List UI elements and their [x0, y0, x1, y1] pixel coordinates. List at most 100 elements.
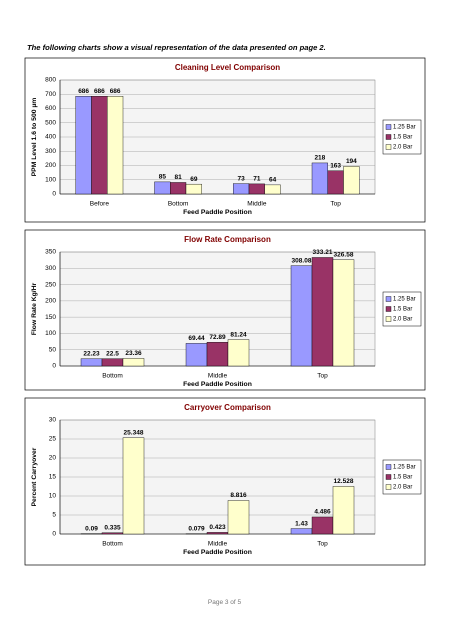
y-tick-label: 700: [45, 91, 56, 98]
bar: [248, 183, 265, 195]
value-label: 69: [190, 176, 198, 183]
value-label: 64: [269, 177, 277, 184]
bar: [290, 265, 313, 367]
y-axis-label: Percent Carryover: [31, 447, 38, 506]
value-label: 686: [110, 88, 121, 95]
value-label: 25.348: [124, 429, 144, 436]
bar: [332, 486, 355, 535]
value-label: 308.08: [292, 257, 312, 264]
bar: [227, 500, 250, 535]
y-tick-label: 25: [49, 436, 57, 443]
value-label: 85: [159, 174, 167, 181]
value-label: 22.5: [106, 350, 119, 357]
bar: [311, 162, 328, 195]
y-tick-label: 30: [49, 417, 57, 424]
y-tick-label: 200: [45, 162, 56, 169]
value-label: 22.23: [83, 350, 100, 357]
bar: [185, 183, 202, 195]
bar: [154, 181, 171, 195]
value-label: 81.24: [230, 331, 247, 338]
value-label: 81: [175, 174, 183, 181]
y-tick-label: 5: [52, 512, 56, 519]
bar: [332, 259, 355, 367]
bar: [206, 342, 229, 367]
value-label: 0.335: [104, 524, 121, 531]
bar: [101, 358, 124, 367]
value-label: 163: [330, 162, 341, 169]
bar: [227, 339, 250, 367]
bar: [101, 532, 124, 535]
bar: [170, 182, 187, 195]
value-label: 194: [346, 158, 357, 165]
value-label: 326.58: [334, 251, 354, 258]
bar: [264, 184, 281, 195]
value-label: 333.21: [313, 249, 333, 256]
legend-swatch: [385, 464, 392, 470]
y-tick-label: 15: [49, 474, 57, 481]
x-tick-label: Bottom: [102, 541, 123, 548]
chart-title: Carryover Comparison: [184, 403, 271, 412]
value-label: 686: [94, 88, 105, 95]
x-tick-label: Top: [330, 201, 341, 208]
value-label: 73: [238, 175, 246, 182]
bar: [75, 96, 92, 195]
value-label: 12.528: [334, 478, 354, 485]
legend-label: 1.5 Bar: [393, 135, 412, 141]
y-tick-label: 0: [52, 531, 56, 538]
legend-label: 2.0 Bar: [393, 145, 412, 151]
legend-swatch: [385, 134, 392, 140]
y-tick-label: 300: [45, 265, 56, 272]
legend-label: 1.25 Bar: [393, 297, 416, 303]
chart-title: Cleaning Level Comparison: [175, 63, 280, 72]
y-tick-label: 100: [45, 330, 56, 337]
value-label: 71: [253, 176, 261, 183]
value-label: 4.486: [314, 509, 331, 516]
x-axis-label: Feed Paddle Position: [183, 209, 252, 216]
value-label: 69.44: [188, 335, 205, 342]
bar: [107, 96, 124, 195]
x-tick-label: Middle: [208, 373, 228, 380]
x-tick-label: Middle: [247, 201, 267, 208]
y-tick-label: 400: [45, 134, 56, 141]
bar: [233, 183, 250, 195]
y-tick-label: 200: [45, 298, 56, 305]
y-tick-label: 10: [49, 493, 57, 500]
y-tick-label: 500: [45, 119, 56, 126]
y-tick-label: 350: [45, 249, 56, 256]
y-tick-label: 300: [45, 148, 56, 155]
value-label: 0.09: [85, 525, 98, 532]
legend-swatch: [385, 296, 392, 302]
x-tick-label: Top: [317, 541, 328, 548]
y-axis-label: Flow Rate Kg/Hr: [31, 282, 38, 335]
y-tick-label: 0: [52, 191, 56, 198]
legend-label: 2.0 Bar: [393, 317, 412, 323]
value-label: 0.423: [209, 524, 226, 531]
value-label: 23.36: [125, 350, 142, 357]
legend-swatch: [385, 124, 392, 130]
legend-label: 1.25 Bar: [393, 125, 416, 131]
legend-label: 1.5 Bar: [393, 475, 412, 481]
x-axis-label: Feed Paddle Position: [183, 381, 252, 388]
bar: [122, 437, 145, 535]
page-footer: Page 3 of 5: [207, 599, 242, 606]
bar: [80, 358, 103, 367]
legend-label: 2.0 Bar: [393, 485, 412, 491]
legend-swatch: [385, 306, 392, 312]
y-tick-label: 600: [45, 105, 56, 112]
bar: [185, 343, 208, 367]
value-label: 686: [78, 88, 89, 95]
bar: [343, 166, 360, 195]
legend-label: 1.25 Bar: [393, 465, 416, 471]
legend-label: 1.5 Bar: [393, 307, 412, 313]
x-tick-label: Top: [317, 373, 328, 380]
bar: [91, 96, 108, 195]
y-tick-label: 100: [45, 176, 56, 183]
legend-swatch: [385, 316, 392, 322]
value-label: 218: [314, 155, 325, 162]
y-tick-label: 250: [45, 281, 56, 288]
value-label: 8.816: [230, 492, 247, 499]
x-tick-label: Middle: [208, 541, 228, 548]
x-tick-label: Bottom: [168, 201, 189, 208]
